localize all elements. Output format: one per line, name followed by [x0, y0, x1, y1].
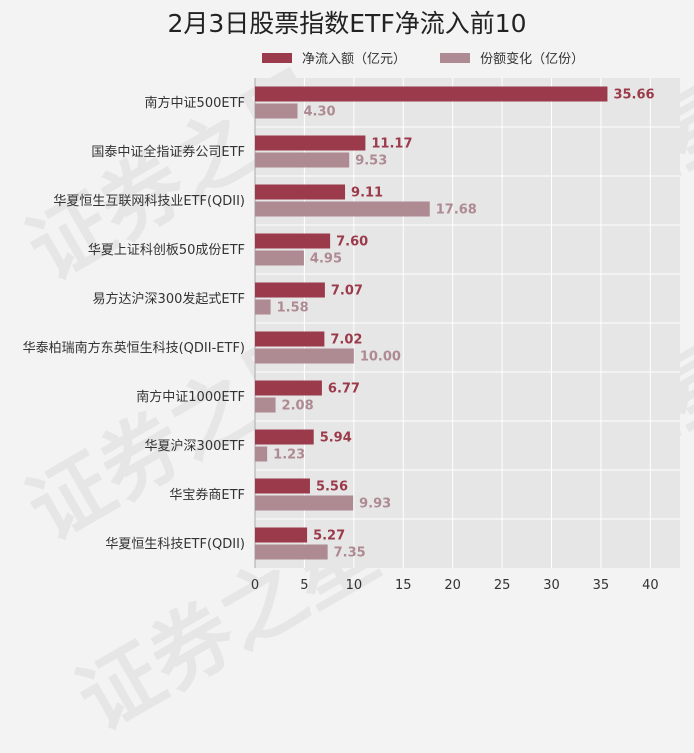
- data-label-share-change: 9.53: [355, 154, 387, 169]
- bar-share-change: [255, 348, 354, 364]
- chart-root: 证券之星证券之星证券之星证券之星证券之星 2月3日股票指数ETF净流入前10 净…: [12, 9, 694, 750]
- category-label: 国泰中证全指证券公司ETF: [91, 144, 245, 160]
- category-label: 华宝券商ETF: [169, 487, 245, 503]
- data-label-share-change: 4.95: [310, 252, 342, 267]
- data-label-net-inflow: 11.17: [371, 137, 412, 152]
- data-label-net-inflow: 5.94: [320, 431, 352, 446]
- x-tick-label: 35: [593, 578, 610, 593]
- data-label-net-inflow: 35.66: [613, 88, 654, 103]
- legend: 净流入额（亿元） 份额变化（亿份）: [262, 48, 614, 67]
- legend-item-net-inflow: 净流入额（亿元）: [262, 48, 406, 67]
- bar-share-change: [255, 152, 350, 168]
- legend-item-share-change: 份额变化（亿份）: [440, 48, 584, 67]
- bar-net-inflow: [255, 184, 346, 200]
- bar-net-inflow: [255, 86, 608, 102]
- bar-net-inflow: [255, 135, 366, 151]
- bar-net-inflow: [255, 380, 322, 396]
- x-tick-label: 20: [444, 578, 461, 593]
- data-label-share-change: 9.93: [359, 497, 391, 512]
- bar-share-change: [255, 544, 328, 560]
- x-tick-label: 40: [642, 578, 659, 593]
- category-label: 华夏恒生科技ETF(QDII): [105, 537, 245, 552]
- data-label-share-change: 1.23: [273, 448, 305, 463]
- bar-share-change: [255, 299, 271, 315]
- data-label-share-change: 17.68: [436, 203, 477, 218]
- category-label: 华泰柏瑞南方东英恒生科技(QDII-ETF): [23, 340, 245, 356]
- category-label: 易方达沪深300发起式ETF: [93, 291, 245, 307]
- legend-label-net-inflow: 净流入额（亿元）: [302, 52, 407, 67]
- bar-share-change: [255, 446, 268, 462]
- data-label-share-change: 7.35: [334, 546, 366, 561]
- bar-share-change: [255, 397, 276, 413]
- legend-swatch-net-inflow: [262, 52, 292, 63]
- legend-label-share-change: 份额变化（亿份）: [480, 52, 585, 67]
- data-label-share-change: 10.00: [360, 350, 401, 365]
- category-label: 南方中证1000ETF: [136, 389, 245, 405]
- data-label-net-inflow: 5.56: [316, 480, 348, 495]
- x-tick-label: 5: [300, 578, 308, 593]
- bar-share-change: [255, 250, 304, 266]
- bar-net-inflow: [255, 478, 310, 494]
- bar-share-change: [255, 201, 430, 217]
- chart-title: 2月3日股票指数ETF净流入前10: [167, 9, 527, 38]
- data-label-net-inflow: 5.27: [313, 529, 345, 544]
- x-tick-label: 30: [543, 578, 560, 593]
- bar-net-inflow: [255, 331, 325, 347]
- plot-area: 0 5 10 15 20 25 30 35 40 南方中证500ETF 35.66 4.30 国泰中证全…: [23, 78, 680, 593]
- x-tick-label: 10: [346, 578, 363, 593]
- bar-net-inflow: [255, 527, 308, 543]
- bar-share-change: [255, 495, 354, 511]
- data-label-net-inflow: 7.07: [331, 284, 363, 299]
- data-label-net-inflow: 6.77: [328, 382, 360, 397]
- data-label-share-change: 4.30: [304, 105, 336, 120]
- data-label-net-inflow: 7.60: [336, 235, 368, 250]
- bar-share-change: [255, 103, 298, 119]
- data-label-net-inflow: 9.11: [351, 186, 383, 201]
- category-label: 华夏恒生互联网科技业ETF(QDII): [53, 194, 245, 209]
- bar-net-inflow: [255, 429, 314, 445]
- category-label: 南方中证500ETF: [145, 95, 245, 111]
- category-label: 华夏沪深300ETF: [145, 438, 245, 454]
- x-tick-label: 15: [395, 578, 412, 593]
- bar-net-inflow: [255, 233, 331, 249]
- data-label-share-change: 1.58: [277, 301, 309, 316]
- bar-net-inflow: [255, 282, 325, 298]
- category-label: 华夏上证科创板50成份ETF: [88, 243, 245, 258]
- x-tick-label: 0: [251, 578, 259, 593]
- x-tick-label: 25: [494, 578, 511, 593]
- data-label-share-change: 2.08: [282, 399, 314, 414]
- data-label-net-inflow: 7.02: [330, 333, 362, 348]
- legend-swatch-share-change: [440, 52, 471, 63]
